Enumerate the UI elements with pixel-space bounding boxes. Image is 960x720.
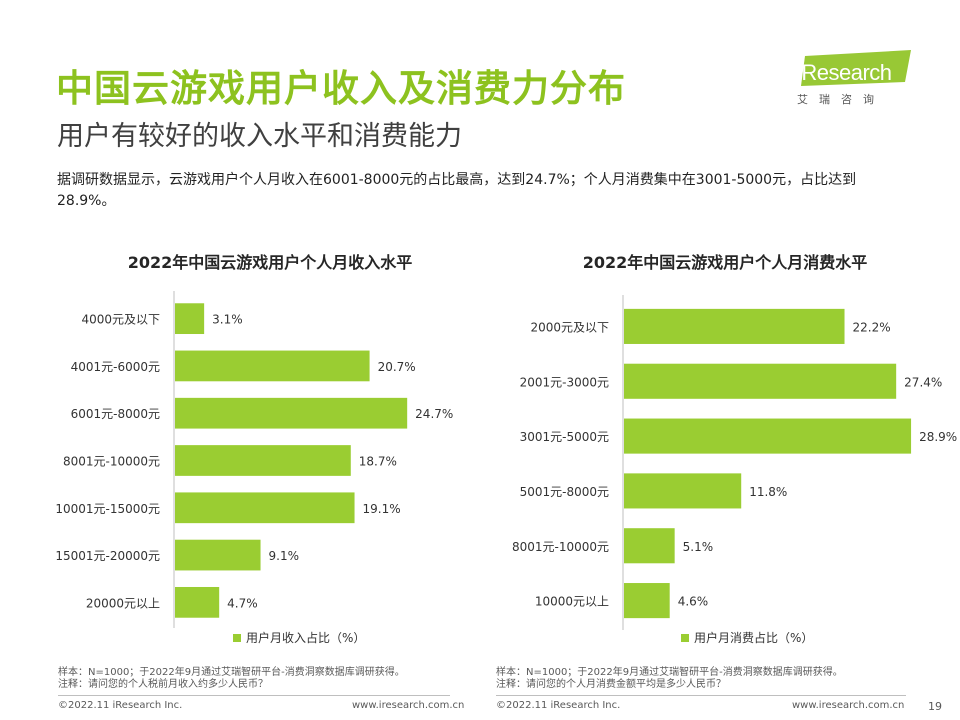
logo-leaf-icon xyxy=(801,50,911,86)
summary-text: 据调研数据显示，云游戏用户个人月收入在6001-8000元的占比最高，达到24.… xyxy=(57,172,857,209)
logo-wordmark: iResearch xyxy=(797,60,892,85)
income-bar xyxy=(175,445,351,476)
income-bar xyxy=(175,586,220,618)
income-value-label: 9.1% xyxy=(269,549,300,563)
logo-subtext: 艾瑞咨询 xyxy=(797,93,885,106)
income-category-label: 6001元-8000元 xyxy=(71,407,160,421)
spending-bar-chart: 2000元及以下 22.2% 2001元-3000元 27.4% 3001元-5000元… xyxy=(512,295,957,645)
spending-category-label: 3001元-5000元 xyxy=(520,430,609,444)
spending-bar xyxy=(624,363,897,399)
note-sample-right: 样本：N=1000；于2022年9月通过艾瑞智研平台-消费洞察数据库调研获得。 xyxy=(496,667,843,678)
spending-value-label: 5.1% xyxy=(683,540,714,554)
income-bar xyxy=(175,492,355,524)
note-sample-left: 样本：N=1000；于2022年9月通过艾瑞智研平台-消费洞察数据库调研获得。 xyxy=(58,667,405,678)
income-category-label: 4001元-6000元 xyxy=(71,360,160,374)
spending-category-label: 10000元以上 xyxy=(535,595,609,609)
income-category-label: 4000元及以下 xyxy=(81,313,160,327)
spending-bar xyxy=(624,418,912,454)
spending-legend-swatch xyxy=(681,634,689,642)
spending-bar xyxy=(624,308,845,344)
income-legend-label: 用户月收入占比（%） xyxy=(246,630,365,645)
income-legend-swatch xyxy=(233,634,241,642)
income-bar xyxy=(175,303,205,335)
spending-category-label: 8001元-10000元 xyxy=(512,540,609,554)
income-value-label: 20.7% xyxy=(378,360,416,374)
page-subtitle: 用户有较好的收入水平和消费能力 xyxy=(57,121,462,152)
chart-title-spending: 2022年中国云游戏用户个人月消费水平 xyxy=(582,253,868,272)
iresearch-logo: iResearch 艾瑞咨询 xyxy=(795,48,915,112)
income-value-label: 18.7% xyxy=(359,455,397,469)
spending-value-label: 11.8% xyxy=(749,485,787,499)
income-category-label: 20000元以上 xyxy=(86,596,160,610)
footer-url-left[interactable]: www.iresearch.com.cn xyxy=(352,700,465,711)
spending-value-label: 22.2% xyxy=(853,320,891,334)
footer-copyright-right: ©2022.11 iResearch Inc. xyxy=(496,700,621,711)
spending-category-label: 5001元-8000元 xyxy=(520,485,609,499)
spending-value-label: 27.4% xyxy=(904,375,942,389)
income-bar-chart: 4000元及以下 3.1% 4001元-6000元 20.7% 6001元-8000元 2… xyxy=(55,291,453,645)
footer-divider-right xyxy=(496,695,906,696)
spending-category-label: 2001元-3000元 xyxy=(520,375,609,389)
note-question-left: 注释：请问您的个人税前月收入约多少人民币？ xyxy=(58,679,268,690)
income-bar xyxy=(175,350,370,382)
footer-copyright-left: ©2022.11 iResearch Inc. xyxy=(58,700,183,711)
spending-category-label: 2000元及以下 xyxy=(530,320,609,334)
spending-bar xyxy=(624,473,742,509)
footer-divider-left xyxy=(58,695,450,696)
note-question-right: 注释：请问您的个人月消费金额平均是多少人民币？ xyxy=(496,679,726,690)
income-bar xyxy=(175,539,261,571)
income-category-label: 10001元-15000元 xyxy=(55,502,160,516)
income-value-label: 3.1% xyxy=(212,313,243,327)
footer-url-right[interactable]: www.iresearch.com.cn xyxy=(792,700,905,711)
chart-title-income: 2022年中国云游戏用户个人月收入水平 xyxy=(127,253,413,272)
income-category-label: 8001元-10000元 xyxy=(63,455,160,469)
page-title: 中国云游戏用户收入及消费力分布 xyxy=(56,67,626,110)
income-value-label: 4.7% xyxy=(227,596,258,610)
spending-value-label: 4.6% xyxy=(678,595,709,609)
spending-legend-label: 用户月消费占比（%） xyxy=(694,630,813,645)
income-category-label: 15001元-20000元 xyxy=(55,549,160,563)
spending-bar xyxy=(624,528,675,564)
spending-value-label: 28.9% xyxy=(919,430,957,444)
income-value-label: 24.7% xyxy=(415,407,453,421)
spending-bar xyxy=(624,583,670,619)
income-bar xyxy=(175,397,408,429)
income-value-label: 19.1% xyxy=(363,502,401,516)
page-number: 19 xyxy=(928,700,942,713)
